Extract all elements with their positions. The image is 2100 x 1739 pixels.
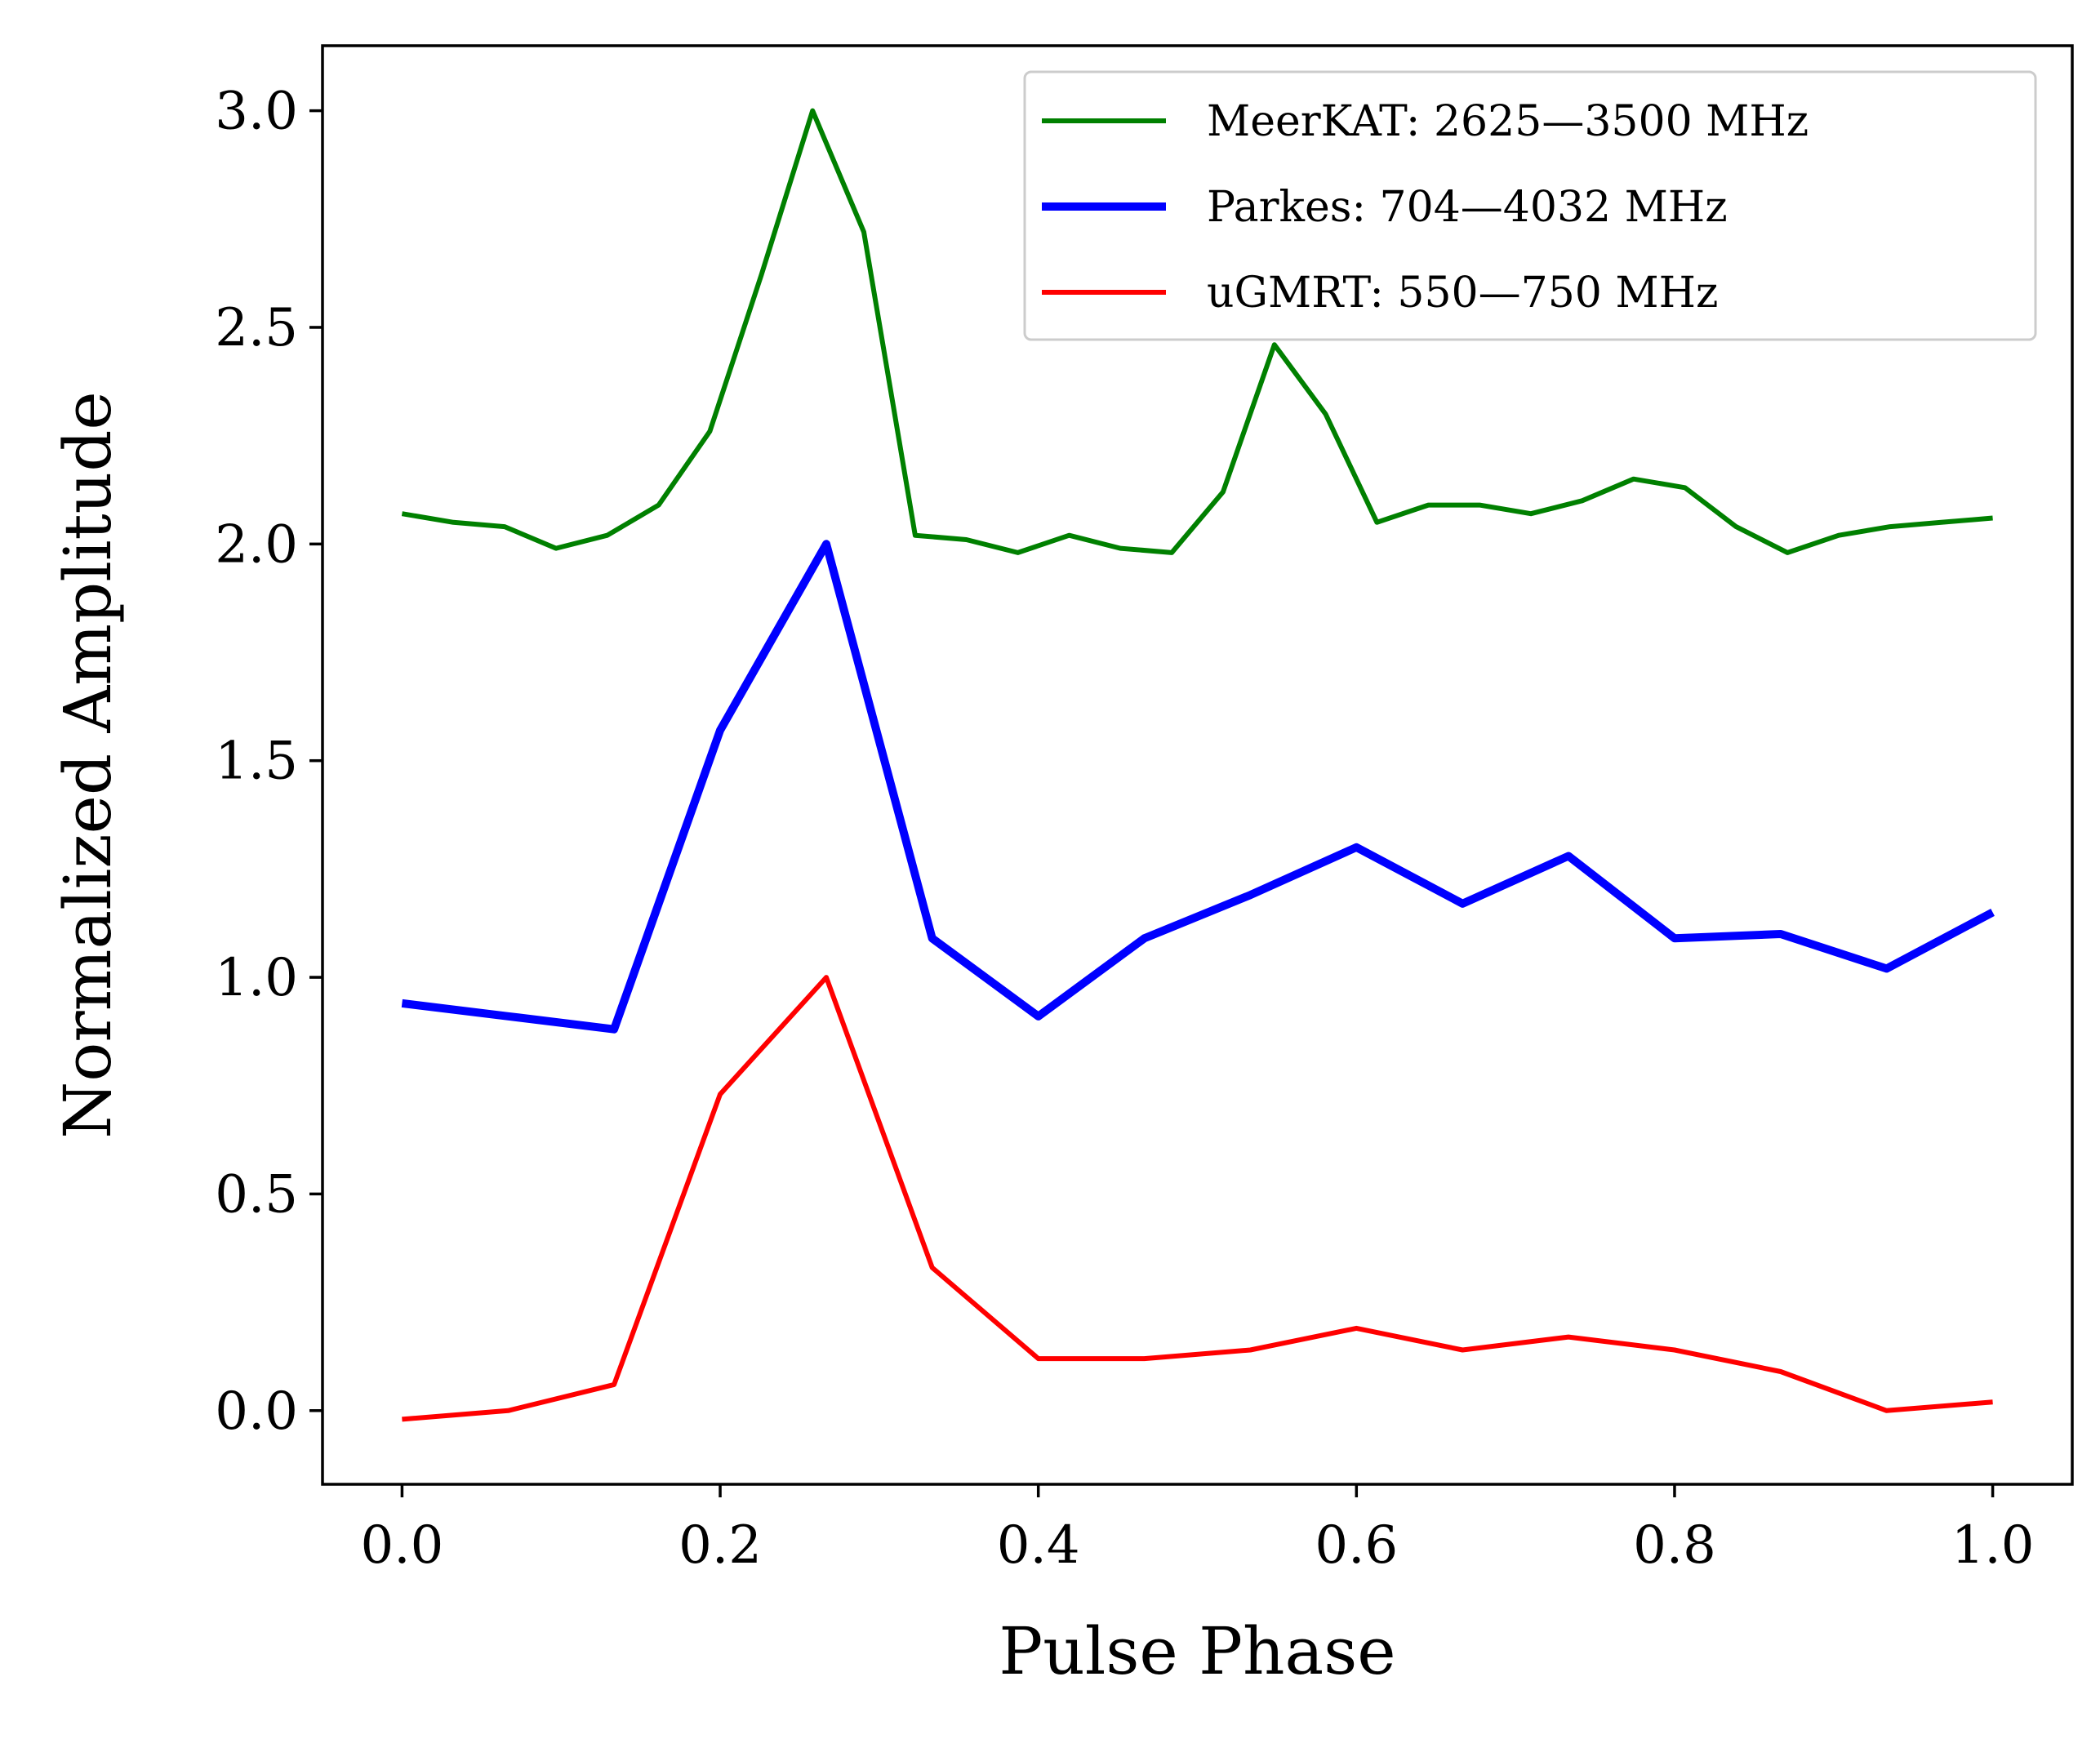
series-line-1 xyxy=(401,540,1995,1034)
series-line-0 xyxy=(401,108,1993,555)
ticks-layer: 0.0 0.2 0.4 0.6 0.8 1.0 0.0 0.5 1.0 1.5 2.0 2.5 3.0 xyxy=(215,82,2034,1576)
legend-box xyxy=(1023,70,2037,341)
plot-frame xyxy=(321,44,2074,1486)
x-tick-label: 1.0 xyxy=(1951,1515,2035,1576)
legend-label-1: Parkes: 704—4032 MHz xyxy=(1207,183,1728,232)
x-tick-label: 0.8 xyxy=(1633,1515,1716,1576)
legend: MeerKAT: 2625—3500 MHz Parkes: 704—4032 M… xyxy=(1023,70,2037,341)
y-tick-label: 3.0 xyxy=(215,82,298,142)
legend-label-0: MeerKAT: 2625—3500 MHz xyxy=(1207,97,1809,146)
x-tick-label: 0.2 xyxy=(678,1515,762,1576)
x-tick-label: 0.4 xyxy=(997,1515,1080,1576)
x-axis-title: Pulse Phase xyxy=(999,1613,1395,1689)
x-tick-label: 0.0 xyxy=(361,1515,444,1576)
series-line-2 xyxy=(402,975,1993,1422)
y-tick-label: 1.5 xyxy=(215,732,298,792)
y-tick-label: 0.5 xyxy=(215,1164,298,1225)
y-tick-label: 2.5 xyxy=(215,298,298,358)
y-axis-title: Normalized Amplitude xyxy=(50,391,126,1139)
x-tick-label: 0.6 xyxy=(1315,1515,1398,1576)
y-tick-label: 1.0 xyxy=(215,948,298,1008)
y-tick-label: 0.0 xyxy=(215,1381,298,1442)
series-layer xyxy=(401,108,1995,1422)
y-tick-label: 2.0 xyxy=(215,514,298,575)
legend-label-2: uGMRT: 550—750 MHz xyxy=(1207,269,1718,318)
